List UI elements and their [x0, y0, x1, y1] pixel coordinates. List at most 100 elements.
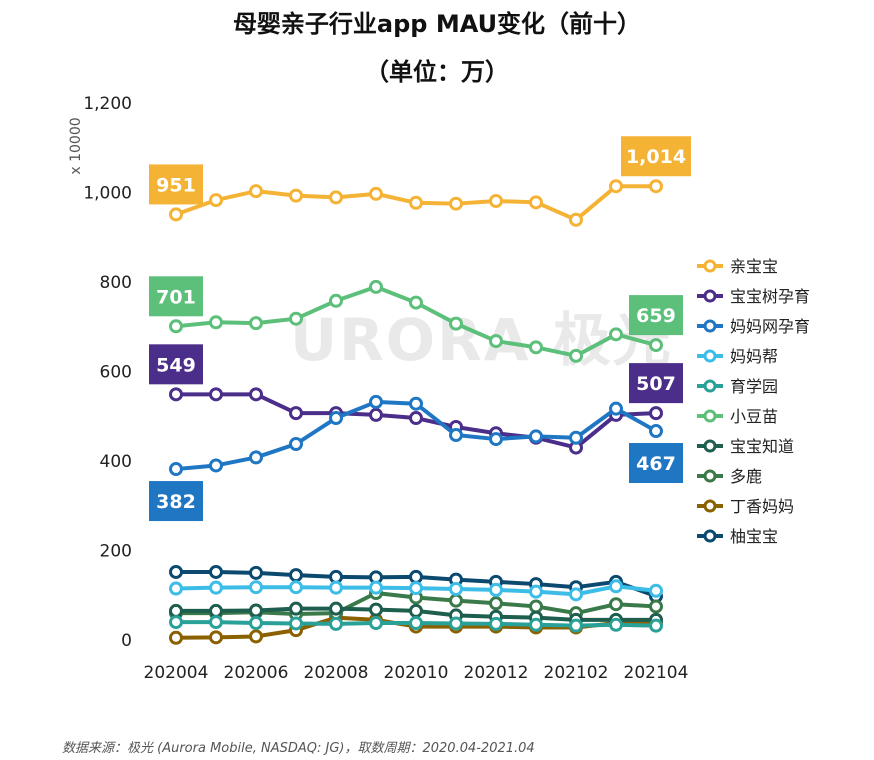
data-point	[249, 629, 263, 644]
data-point	[209, 193, 223, 208]
data-point	[329, 190, 343, 205]
data-point	[409, 569, 423, 584]
chart-subtitle: （单位：万）	[365, 58, 509, 86]
legend-label: 小豆苗	[730, 407, 778, 426]
data-point	[449, 593, 463, 608]
x-tick-label: 202006	[224, 663, 289, 683]
data-point	[249, 184, 263, 199]
legend-item: 宝宝知道	[697, 437, 794, 456]
y-tick-label: 1,000	[83, 184, 132, 204]
series-0	[169, 179, 663, 227]
data-label-box	[149, 164, 203, 205]
data-point	[449, 428, 463, 443]
data-point	[369, 580, 383, 595]
data-point	[169, 615, 183, 630]
data-label: 1,014	[626, 146, 686, 168]
data-point	[329, 580, 343, 595]
data-point	[529, 584, 543, 599]
data-point	[169, 581, 183, 596]
data-point	[609, 179, 623, 194]
data-point	[489, 194, 503, 209]
data-label: 507	[636, 373, 676, 395]
data-point	[649, 179, 663, 194]
legend-marker	[703, 349, 717, 363]
data-point	[249, 450, 263, 465]
data-label: 659	[636, 305, 676, 327]
data-point	[569, 587, 583, 602]
series-9	[169, 564, 663, 604]
y-tick-label: 400	[100, 452, 132, 472]
data-point	[209, 564, 223, 579]
data-point	[369, 615, 383, 630]
data-label-box	[621, 136, 691, 177]
data-point	[329, 293, 343, 308]
data-point	[529, 617, 543, 632]
data-point	[609, 579, 623, 594]
series-layer	[169, 179, 663, 645]
data-point	[209, 603, 223, 618]
data-point	[409, 396, 423, 411]
data-label-box	[149, 276, 203, 317]
data-point	[409, 581, 423, 596]
data-point	[609, 327, 623, 342]
data-point	[369, 394, 383, 409]
y-axis-unit-label: x 10000	[68, 117, 84, 174]
legend-item: 柚宝宝	[697, 527, 778, 546]
data-point	[529, 340, 543, 355]
legend-marker	[703, 469, 717, 483]
data-point	[369, 186, 383, 201]
data-point	[449, 616, 463, 631]
y-tick-label: 800	[100, 273, 132, 293]
data-point	[569, 430, 583, 445]
legend-label: 多鹿	[730, 467, 762, 486]
legend-item: 妈妈网孕育	[697, 317, 810, 336]
data-point	[289, 406, 303, 421]
data-point	[649, 618, 663, 633]
legend-marker	[703, 289, 717, 303]
x-tick-label: 202012	[464, 663, 529, 683]
data-label: 701	[156, 286, 196, 308]
data-point	[609, 597, 623, 612]
data-point	[169, 387, 183, 402]
y-tick-label: 0	[121, 631, 132, 651]
chart-title: 母婴亲子行业app MAU变化（前十）	[233, 10, 641, 38]
data-point	[249, 580, 263, 595]
x-tick-label: 202010	[384, 663, 449, 683]
x-axis: 202004 202006 202008 202010 202012 202102 2021…	[144, 663, 689, 683]
data-point	[649, 599, 663, 614]
data-point	[409, 615, 423, 630]
legend-label: 丁香妈妈	[730, 497, 794, 516]
y-tick-label: 1,200	[83, 94, 132, 114]
legend-item: 育学园	[697, 377, 778, 396]
data-point	[249, 603, 263, 618]
legend-marker	[703, 259, 717, 273]
data-label: 382	[156, 491, 196, 513]
data-point	[409, 411, 423, 426]
series-2	[169, 394, 663, 477]
legend-label: 妈妈帮	[730, 347, 778, 366]
legend-item: 小豆苗	[697, 407, 778, 426]
data-point	[369, 407, 383, 422]
data-point	[489, 582, 503, 597]
data-point	[529, 599, 543, 614]
y-axis: 0 200 400 600 800 1,000 1,200	[83, 94, 132, 651]
legend-item: 妈妈帮	[697, 347, 778, 366]
data-point	[409, 295, 423, 310]
data-point	[569, 618, 583, 633]
data-point	[249, 316, 263, 331]
series-3	[169, 579, 663, 602]
data-point	[449, 316, 463, 331]
legend-item: 亲宝宝	[697, 257, 778, 276]
data-point	[169, 603, 183, 618]
series-4	[169, 615, 663, 633]
legend-item: 多鹿	[697, 467, 762, 486]
data-point	[209, 387, 223, 402]
data-point	[649, 424, 663, 439]
data-point	[529, 429, 543, 444]
data-point	[489, 596, 503, 611]
data-label-box	[629, 295, 683, 336]
data-label-box	[149, 344, 203, 385]
legend-item: 宝宝树孕育	[697, 287, 810, 306]
